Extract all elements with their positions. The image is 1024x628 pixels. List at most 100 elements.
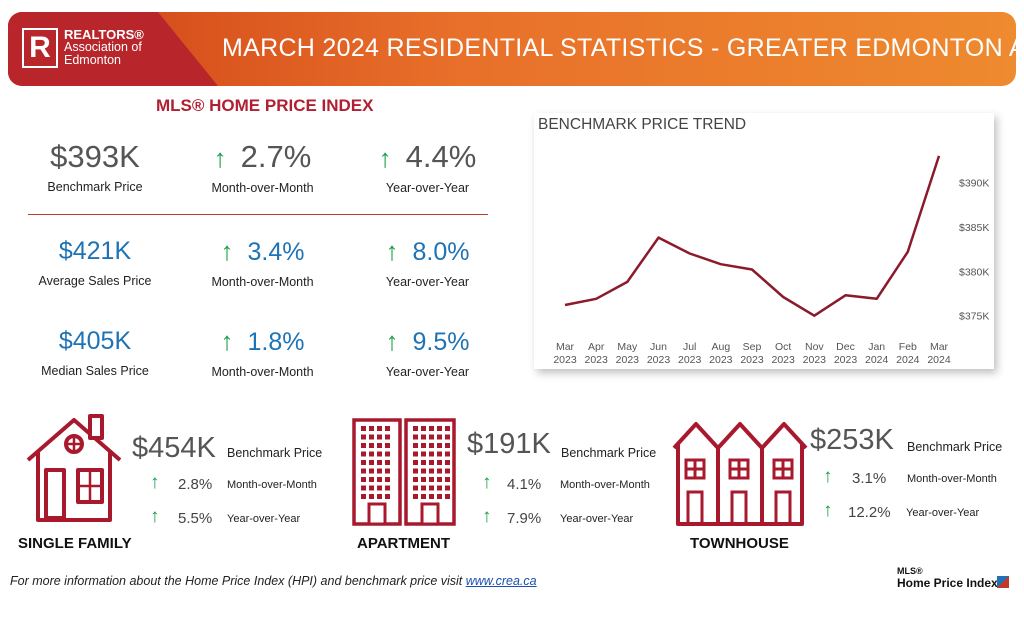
up-arrow-icon: ↑ [378,143,392,173]
single-family-value: $454K [132,432,216,464]
window-icon [385,451,390,457]
series-line [564,155,941,317]
window-icon [377,443,382,448]
townhouse-yoy-label: Year-over-Year [906,507,980,519]
window-icon [421,443,426,448]
crea-link[interactable]: www.crea.ca [465,574,537,588]
chart-title: BENCHMARK PRICE TREND [538,116,747,133]
window-icon [413,443,418,448]
window-icon [437,451,442,457]
x-tick-label: 2023 [647,354,671,366]
x-tick-label: Jun [650,341,667,353]
logo-line2: Association of [64,40,142,54]
window-icon [413,460,418,465]
divider [28,214,488,215]
single-family-name: SINGLE FAMILY [18,535,132,552]
up-arrow-icon: ↑ [150,472,160,493]
y-tick-label: $380K [959,266,989,278]
window-icon [361,485,366,491]
window-icon [413,477,418,482]
single-family-mom: 2.8% [178,476,213,493]
realtors-logo-icon: R [22,28,58,68]
median-mom-stat: ↑ 1.8% Month-over-Month [190,324,335,379]
up-arrow-icon: ↑ [220,236,234,266]
x-tick-label: 2023 [771,354,795,366]
window-icon [377,494,382,499]
window-icon [421,494,426,499]
up-arrow-icon: ↑ [385,326,399,356]
hpi-logo-name: Home Price Index [897,576,998,590]
x-tick-label: 2023 [678,354,702,366]
townhouse-label: Benchmark Price [907,440,1003,454]
x-tick-label: Apr [588,341,605,353]
window-icon [421,460,426,465]
window-icon [413,485,418,491]
benchmark-mom-value: 2.7% [240,139,312,174]
window-icon [385,494,390,499]
x-tick-label: 2023 [740,354,764,366]
window-icon [361,426,366,431]
apartment-yoy-label: Year-over-Year [560,513,634,525]
window-icon [361,477,366,482]
average-mom-stat: ↑ 3.4% Month-over-Month [190,234,335,289]
apartment-value: $191K [467,428,551,460]
apartment-name: APARTMENT [357,535,451,552]
window-icon [437,477,442,482]
window-icon [369,443,374,448]
window-icon [445,468,450,474]
average-yoy-label: Year-over-Year [385,275,470,289]
window-icon [369,460,374,465]
benchmark-label: Benchmark Price [47,180,143,194]
x-tick-label: 2023 [803,354,827,366]
window-icon [377,451,382,457]
footer-text: For more information about the Home Pric… [10,574,466,588]
window-icon [385,460,390,465]
townhouse-mom: 3.1% [852,470,887,487]
window-icon [429,468,434,474]
hpi-mark-icon [997,576,1009,588]
median-value: $405K [58,327,132,355]
x-tick-label: 2023 [616,354,640,366]
x-tick-label: Aug [711,341,730,353]
window-icon [421,434,426,440]
window-icon [429,460,434,465]
average-value: $421K [58,237,132,265]
window-icon [437,443,442,448]
window-icon [445,460,450,465]
single-family-label: Benchmark Price [227,446,323,460]
x-tick-label: Jul [683,341,696,353]
y-tick-label: $375K [959,311,989,323]
benchmark-mom-label: Month-over-Month [211,181,314,195]
chart-card [534,113,994,369]
window-icon [385,443,390,448]
up-arrow-icon: ↑ [823,466,833,487]
window-icon [385,485,390,491]
window-icon [369,477,374,482]
window-icon [429,434,434,440]
benchmark-value: $393K [50,139,140,174]
up-arrow-icon: ↑ [482,472,492,493]
average-yoy-value: 8.0% [412,238,470,266]
up-arrow-icon: ↑ [385,236,399,266]
average-mom-label: Month-over-Month [211,275,314,289]
average-yoy-stat: ↑ 8.0% Year-over-Year [355,234,500,289]
window-icon [445,451,450,457]
x-tick-label: Oct [775,341,791,353]
window-icon [385,468,390,474]
median-yoy-label: Year-over-Year [385,365,470,379]
window-icon [361,434,366,440]
window-icon [369,451,374,457]
window-icon [413,451,418,457]
benchmark-yoy-label: Year-over-Year [385,181,470,195]
window-icon [369,434,374,440]
x-tick-label: Mar [930,341,949,353]
home-price-index-logo: MLS® Home Price Index [897,566,1009,590]
window-icon [437,468,442,474]
window-icon [445,434,450,440]
median-label: Median Sales Price [41,364,149,378]
townhouse-icon [672,422,808,526]
window-icon [429,494,434,499]
window-icon [361,494,366,499]
median-mom-value: 1.8% [247,328,305,356]
up-arrow-icon: ↑ [220,326,234,356]
